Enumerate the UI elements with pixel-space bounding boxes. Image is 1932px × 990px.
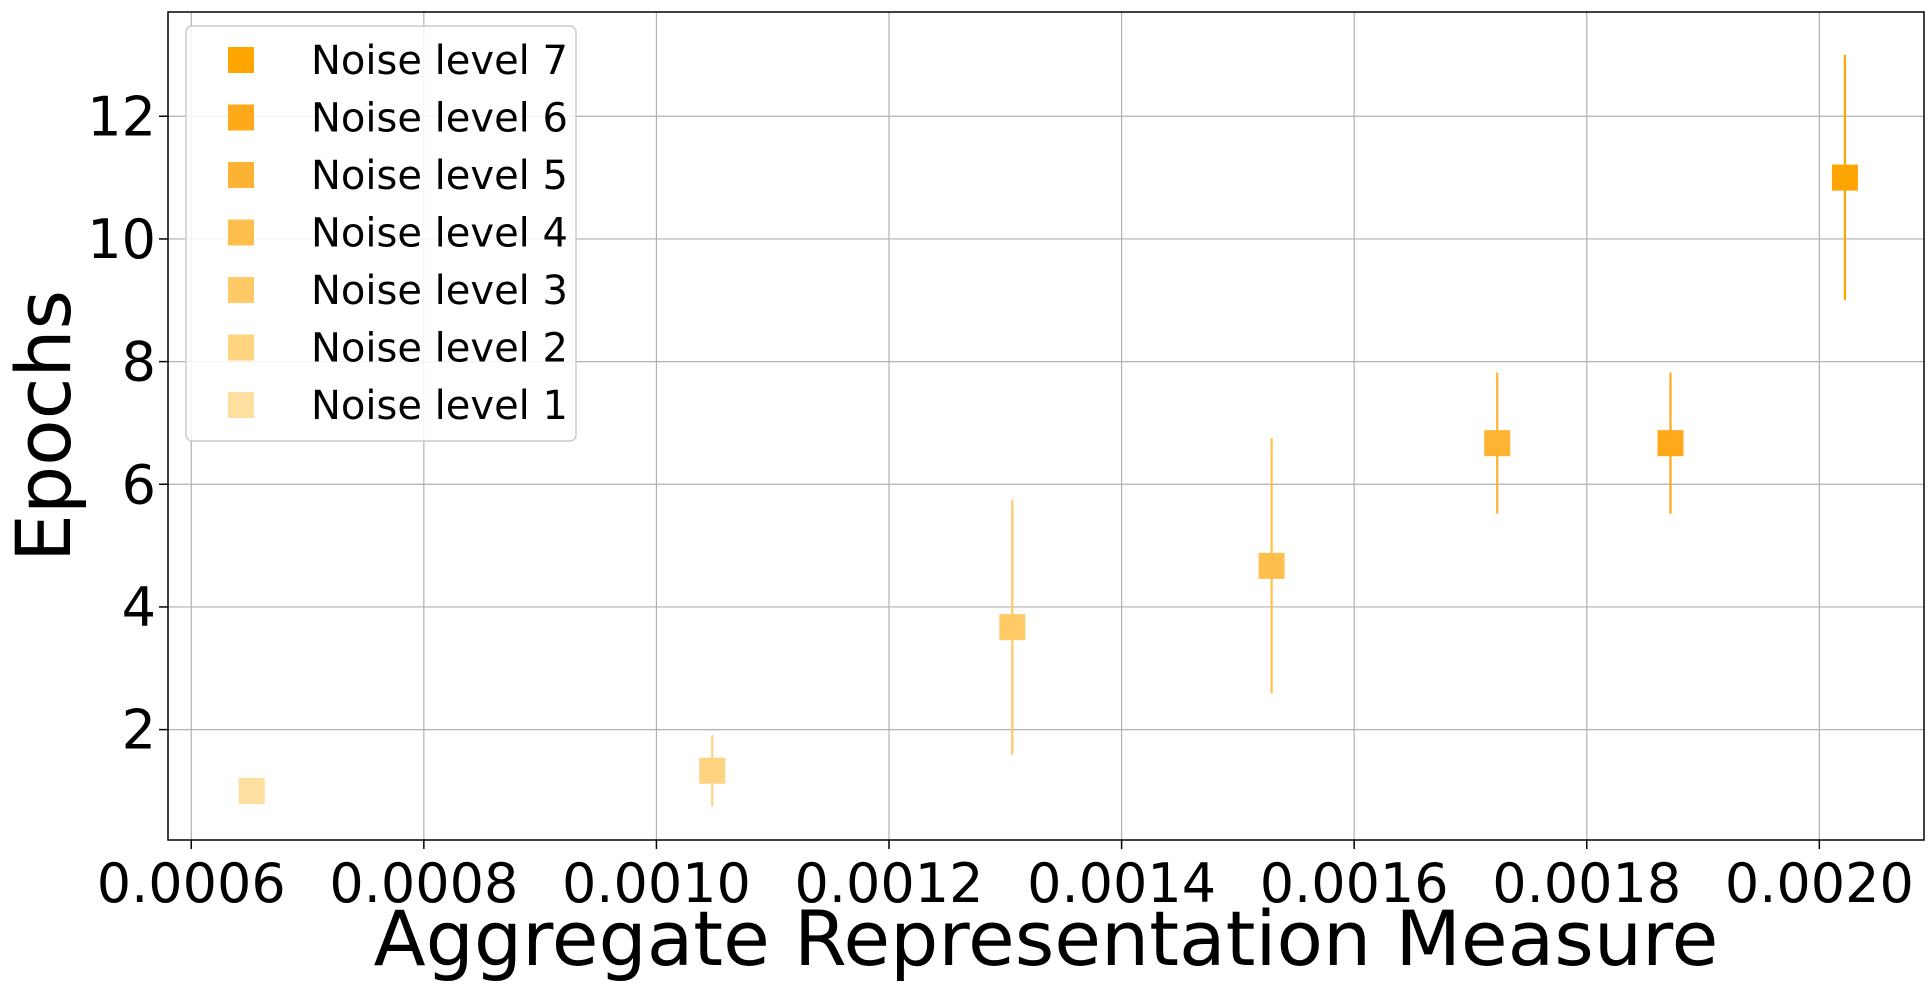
legend-marker xyxy=(228,162,254,188)
legend-marker xyxy=(228,334,254,361)
legend-marker xyxy=(228,47,254,73)
legend-label: Noise level 3 xyxy=(311,268,568,314)
data-point xyxy=(1657,430,1684,457)
y-tick-label: 6 xyxy=(122,453,156,516)
y-tick-label: 10 xyxy=(87,208,156,271)
plot-frame xyxy=(167,11,1925,841)
legend-marker xyxy=(228,392,254,418)
legend-marker xyxy=(228,277,254,303)
legend-box xyxy=(185,25,577,442)
y-tick-label: 12 xyxy=(87,85,156,148)
data-point xyxy=(1484,430,1511,457)
x-tick-label: 0.0012 xyxy=(795,852,984,915)
data-point xyxy=(238,777,265,804)
legend: Noise level 7 Noise level 6 Noise level 5 N… xyxy=(185,25,577,442)
y-tick-label: 2 xyxy=(122,699,156,762)
x-tick-label: 0.0006 xyxy=(97,852,286,915)
x-tick-label: 0.0016 xyxy=(1260,852,1449,915)
legend-label: Noise level 6 xyxy=(311,96,568,142)
x-tick-label: 0.0020 xyxy=(1725,852,1914,915)
legend-label: Noise level 2 xyxy=(311,326,568,372)
data-points xyxy=(238,54,1858,807)
data-point xyxy=(1258,552,1285,579)
legend-marker xyxy=(228,219,254,246)
data-point xyxy=(999,614,1026,641)
y-axis: 2 4 6 8 10 12 xyxy=(87,85,168,762)
y-axis-title: Epochs xyxy=(0,290,88,562)
y-tick-label: 8 xyxy=(122,331,156,394)
x-tick-label: 0.0014 xyxy=(1027,852,1216,915)
y-tick-label: 4 xyxy=(122,576,156,639)
x-tick-label: 0.0010 xyxy=(562,852,751,915)
x-tick-label: 0.0008 xyxy=(329,852,518,915)
legend-label: Noise level 5 xyxy=(311,153,568,199)
legend-label: Noise level 7 xyxy=(311,38,568,84)
x-tick-label: 0.0018 xyxy=(1492,852,1681,915)
data-point xyxy=(699,757,726,784)
x-axis: 0.0006 0.0008 0.0010 0.0012 0.0014 0.0016 0.00… xyxy=(97,840,1914,915)
x-axis-title: Aggregate Representation Measure xyxy=(374,894,1719,983)
legend-label: Noise level 1 xyxy=(311,383,568,429)
legend-marker xyxy=(228,104,254,131)
legend-label: Noise level 4 xyxy=(311,211,568,257)
data-point xyxy=(1831,164,1858,191)
